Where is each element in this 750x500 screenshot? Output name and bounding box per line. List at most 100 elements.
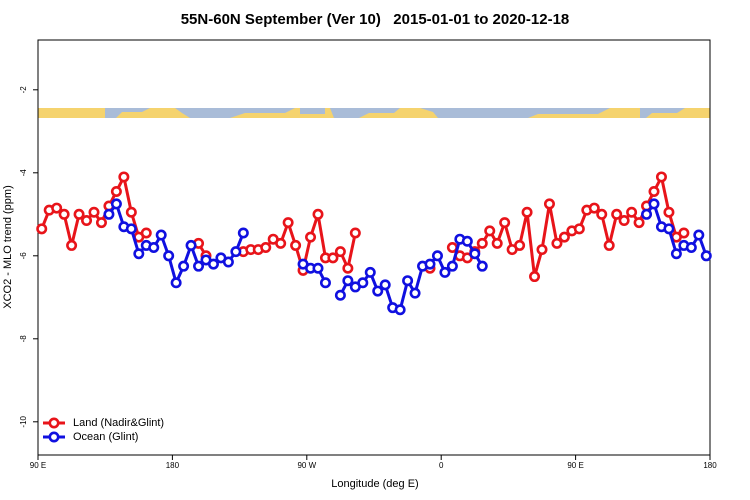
data-point — [551, 237, 563, 249]
data-point — [461, 235, 473, 247]
data-point — [514, 239, 526, 251]
legend-marker — [48, 417, 60, 429]
data-point — [349, 227, 361, 239]
data-point — [73, 208, 85, 220]
x-axis-label: Longitude (deg E) — [331, 478, 418, 490]
data-point — [424, 258, 436, 270]
data-point — [155, 229, 167, 241]
data-point — [409, 287, 421, 299]
data-point — [529, 271, 541, 283]
data-point — [140, 227, 152, 239]
data-point — [312, 262, 324, 274]
data-point — [543, 198, 555, 210]
data-point — [379, 279, 391, 291]
data-point — [685, 242, 697, 254]
x-tick-label: 90 W — [297, 461, 316, 470]
data-point — [170, 277, 182, 289]
data-point — [81, 215, 93, 227]
data-point — [260, 242, 272, 254]
data-point — [536, 244, 548, 256]
y-tick-label: -6 — [19, 252, 28, 260]
data-point — [596, 208, 608, 220]
x-tick-label: 180 — [166, 461, 180, 470]
data-point — [476, 237, 488, 249]
land-strip — [38, 108, 710, 118]
y-tick-label: -4 — [19, 169, 28, 177]
y-tick-label: -10 — [19, 415, 28, 427]
data-point — [95, 217, 107, 229]
data-point — [88, 206, 100, 218]
data-point — [319, 277, 331, 289]
data-point — [327, 252, 339, 264]
data-point — [588, 202, 600, 214]
y-axis-label: XCO2 - MLO trend (ppm) — [2, 185, 14, 308]
data-point — [663, 206, 675, 218]
data-point — [125, 206, 137, 218]
legend-label: Ocean (Glint) — [73, 431, 138, 443]
data-point — [484, 225, 496, 237]
data-point — [342, 275, 354, 287]
data-point — [626, 206, 638, 218]
data-point — [230, 246, 242, 258]
data-point — [491, 237, 503, 249]
legend-marker — [48, 431, 60, 443]
data-point — [290, 239, 302, 251]
data-point — [66, 239, 78, 251]
data-point — [334, 289, 346, 301]
data-point — [51, 202, 63, 214]
data-point — [693, 229, 705, 241]
data-point — [618, 215, 630, 227]
y-tick-label: -8 — [19, 335, 28, 343]
x-tick-label: 0 — [439, 461, 444, 470]
data-point — [648, 198, 660, 210]
data-point — [439, 266, 451, 278]
data-point — [118, 171, 130, 183]
chart-title: 55N-60N September (Ver 10) 2015-01-01 to… — [181, 11, 570, 28]
data-point — [58, 208, 70, 220]
data-point — [185, 239, 197, 251]
data-point — [110, 185, 122, 197]
data-point — [334, 246, 346, 258]
data-point — [237, 227, 249, 239]
data-point — [641, 208, 653, 220]
data-point — [670, 248, 682, 260]
x-tick-label: 180 — [703, 461, 717, 470]
data-point — [110, 198, 122, 210]
data-point — [148, 242, 160, 254]
x-tick-label: 90 E — [567, 461, 583, 470]
data-point — [222, 256, 234, 268]
data-point — [521, 206, 533, 218]
data-point — [655, 171, 667, 183]
data-point — [499, 217, 511, 229]
legend-label: Land (Nadir&Glint) — [73, 417, 164, 429]
data-point — [573, 223, 585, 235]
y-tick-label: -2 — [19, 86, 28, 94]
data-point — [469, 248, 481, 260]
data-point — [678, 227, 690, 239]
data-point — [431, 250, 443, 262]
data-point — [207, 258, 219, 270]
x-tick-label: 90 E — [30, 461, 46, 470]
plot-frame — [37, 39, 711, 456]
series-line — [339, 237, 484, 312]
data-point — [312, 208, 324, 220]
data-point — [125, 223, 137, 235]
data-point — [36, 223, 48, 235]
data-point — [648, 185, 660, 197]
data-point — [394, 304, 406, 316]
data-point — [611, 208, 623, 220]
ocean-patch — [105, 108, 685, 118]
data-point — [558, 231, 570, 243]
data-point — [603, 239, 615, 251]
data-point — [178, 260, 190, 272]
data-point — [163, 250, 175, 262]
data-point — [663, 223, 675, 235]
data-point — [364, 266, 376, 278]
data-point — [633, 217, 645, 229]
data-point — [357, 277, 369, 289]
data-point — [446, 260, 458, 272]
data-point — [372, 285, 384, 297]
data-point — [402, 275, 414, 287]
data-point — [476, 260, 488, 272]
